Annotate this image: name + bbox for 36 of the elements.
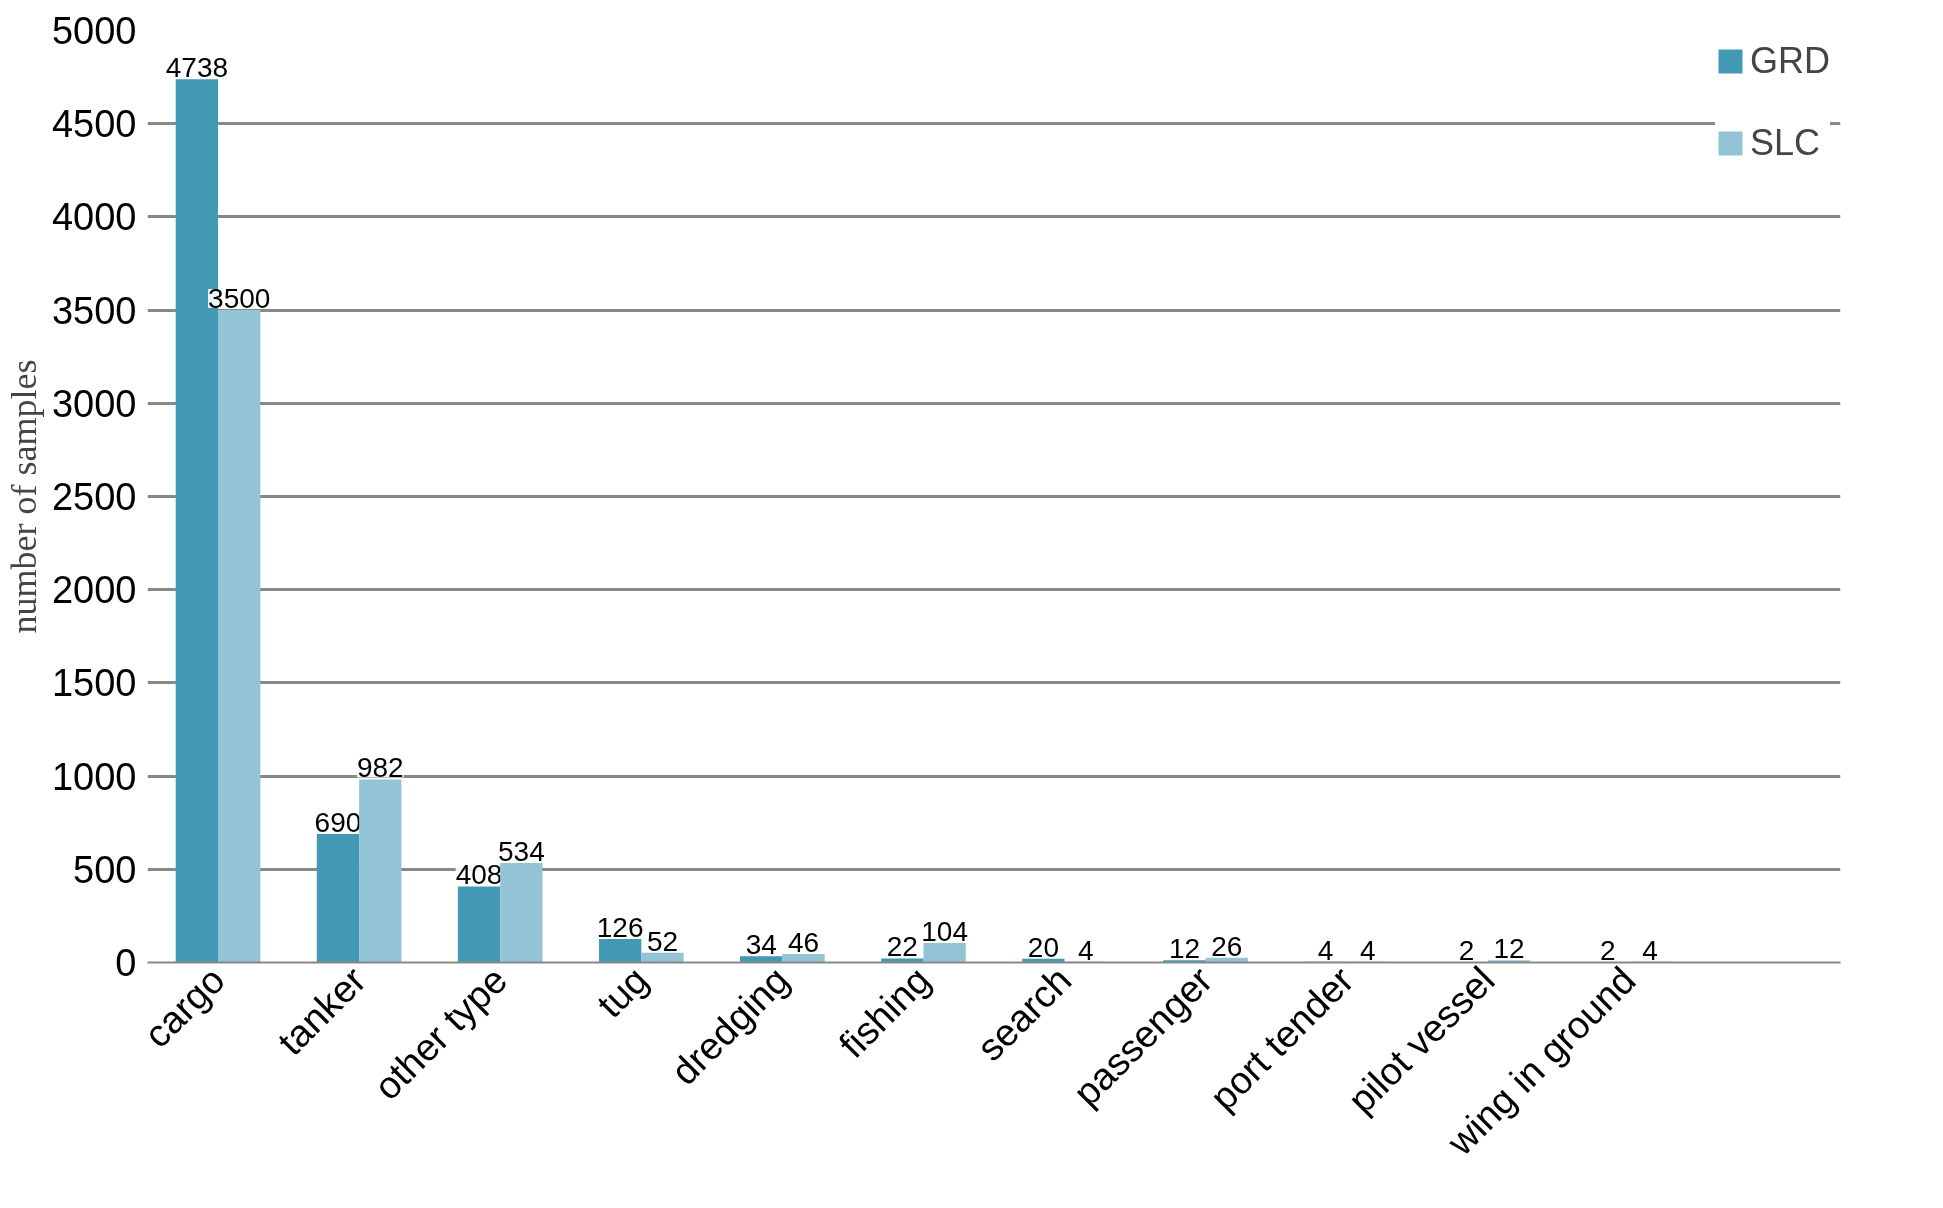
y-tick-label: 4000 <box>51 196 137 239</box>
data-label: 2 <box>1458 935 1475 967</box>
data-label: 12 <box>1493 933 1525 965</box>
y-tick-label: 500 <box>73 848 137 891</box>
y-tick-label: 3000 <box>51 382 137 425</box>
data-label: 12 <box>1168 933 1201 965</box>
data-label: 690 <box>314 806 362 838</box>
data-label: 126 <box>596 912 644 944</box>
y-tick-label: 2000 <box>51 569 137 612</box>
y-tick-label: 0 <box>115 942 137 984</box>
data-label: 534 <box>498 835 545 867</box>
data-label: 46 <box>787 926 820 958</box>
legend-label: GRD <box>1750 40 1830 82</box>
data-label: 104 <box>921 916 968 948</box>
data-label: 26 <box>1211 930 1243 962</box>
data-label: 2 <box>1599 935 1616 967</box>
data-label: 52 <box>646 925 679 957</box>
data-label: 4738 <box>165 52 229 84</box>
y-tick-label: 2500 <box>51 476 137 518</box>
x-tick-label: tug <box>589 958 657 1026</box>
y-tick-label: 3500 <box>51 289 137 332</box>
y-tick-label: 1000 <box>51 755 137 798</box>
data-label: 22 <box>886 931 918 963</box>
data-label: 4 <box>1317 934 1334 966</box>
data-label: 20 <box>1027 931 1059 963</box>
data-label: 982 <box>356 752 404 784</box>
y-tick-label: 4500 <box>51 103 137 146</box>
y-axis-title: number of samples <box>3 359 44 634</box>
data-label: 3500 <box>208 283 271 315</box>
legend-label: SLC <box>1750 122 1821 164</box>
y-tick-label: 1500 <box>51 662 137 705</box>
data-label: 4 <box>1360 934 1376 966</box>
data-label: 4 <box>1077 934 1094 966</box>
y-tick-label: 5000 <box>51 10 137 52</box>
data-label: 4 <box>1642 934 1658 966</box>
data-label: 34 <box>745 929 777 961</box>
